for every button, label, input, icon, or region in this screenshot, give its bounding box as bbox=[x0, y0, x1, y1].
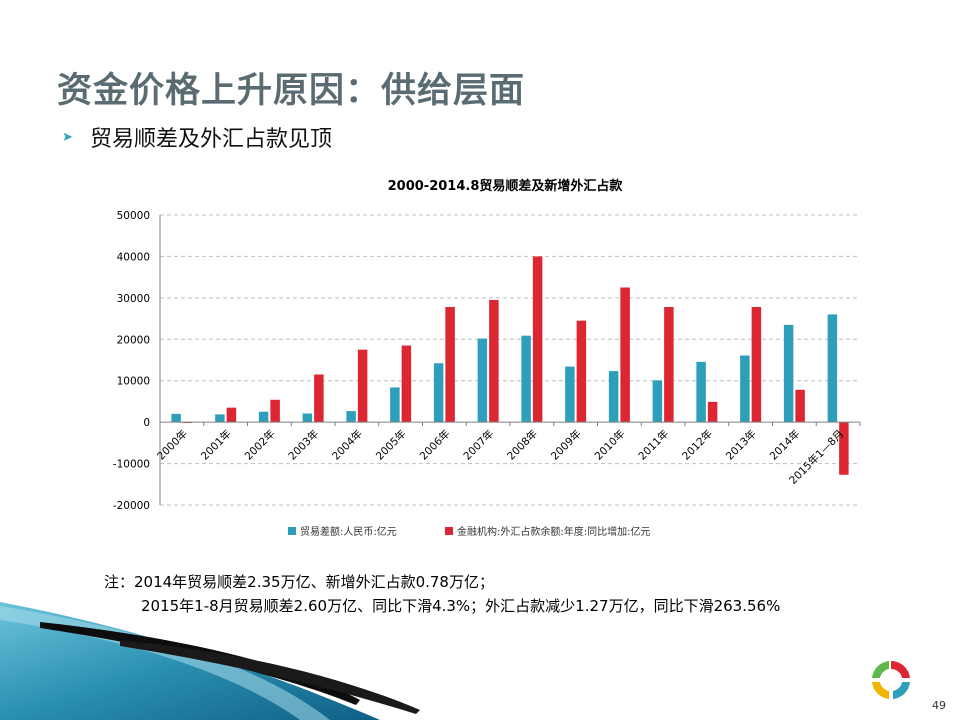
bar-trade-balance bbox=[390, 387, 400, 423]
y-tick-label: 10000 bbox=[117, 376, 150, 388]
legend-label-trade-balance: 贸易差额:人民币:亿元 bbox=[300, 525, 397, 538]
y-tick-label: -20000 bbox=[113, 500, 150, 512]
bar-fx-increase bbox=[751, 306, 762, 423]
bar-fx-increase bbox=[314, 374, 324, 423]
bar-trade-balance bbox=[171, 413, 181, 423]
x-tick-label: 2014年 bbox=[767, 427, 803, 463]
bullet-text: 贸易顺差及外汇占款见顶 bbox=[90, 127, 333, 152]
y-tick-label: -10000 bbox=[113, 459, 150, 471]
x-tick-label: 2013年 bbox=[723, 427, 759, 463]
footnote: 注：2014年贸易顺差2.35万亿、新增外汇占款0.78万亿； 2015年1-8… bbox=[104, 570, 780, 618]
y-tick-label: 40000 bbox=[117, 251, 150, 263]
chart-title: 2000-2014.8贸易顺差及新增外汇占款 bbox=[388, 178, 624, 194]
x-tick-label: 2005年 bbox=[373, 427, 409, 463]
y-tick-label: 50000 bbox=[117, 210, 150, 222]
bar-trade-balance bbox=[521, 335, 531, 423]
bar-fx-increase bbox=[270, 399, 280, 423]
slide-title: 资金价格上升原因：供给层面 bbox=[57, 71, 526, 111]
x-tick-label: 2010年 bbox=[592, 427, 628, 463]
bar-fx-increase bbox=[620, 287, 630, 423]
bar-trade-balance bbox=[565, 366, 575, 423]
bar-trade-balance bbox=[433, 363, 444, 423]
x-tick-label: 2003年 bbox=[286, 427, 322, 463]
bar-trade-balance bbox=[258, 411, 269, 423]
bar-trade-balance bbox=[696, 361, 706, 423]
bar-trade-balance bbox=[302, 413, 313, 423]
x-tick-label: 2011年 bbox=[636, 427, 672, 463]
legend-swatch-fx-increase bbox=[445, 527, 453, 535]
page-number: 49 bbox=[932, 699, 946, 712]
bar-fx-increase bbox=[489, 299, 499, 423]
bar-trade-balance bbox=[652, 380, 663, 423]
bar-fx-increase bbox=[795, 389, 805, 423]
x-tick-label: 2001年 bbox=[198, 427, 234, 463]
bar-fx-increase bbox=[664, 306, 674, 423]
bar-fx-increase bbox=[576, 320, 587, 423]
x-tick-label: 2007年 bbox=[461, 427, 497, 463]
decorative-swoosh bbox=[0, 602, 420, 720]
bullet-item: ➤ 贸易顺差及外汇占款见顶 bbox=[62, 122, 332, 152]
bullet-arrow-icon: ➤ bbox=[62, 129, 73, 145]
bar-trade-balance bbox=[608, 371, 619, 423]
bar-fx-increase bbox=[707, 401, 718, 423]
bar-fx-increase bbox=[445, 306, 455, 423]
y-tick-label: 20000 bbox=[117, 334, 150, 346]
footnote-line-2: 2015年1-8月贸易顺差2.60万亿、同比下滑4.3%；外汇占款减少1.27万… bbox=[141, 597, 781, 615]
bar-fx-increase bbox=[226, 407, 237, 423]
x-tick-label: 2008年 bbox=[504, 427, 540, 463]
bar-trade-balance bbox=[346, 411, 356, 423]
bar-trade-balance bbox=[827, 314, 838, 423]
x-tick-label: 2009年 bbox=[548, 427, 584, 463]
y-tick-label: 0 bbox=[143, 417, 150, 429]
bar-trade-balance bbox=[215, 414, 225, 423]
bar-trade-balance bbox=[740, 355, 750, 423]
bar-trade-balance bbox=[783, 324, 794, 423]
legend-swatch-trade-balance bbox=[288, 527, 296, 535]
x-tick-label: 2002年 bbox=[242, 427, 278, 463]
bar-fx-increase bbox=[532, 256, 543, 423]
y-tick-label: 30000 bbox=[117, 293, 150, 305]
x-tick-label: 2012年 bbox=[679, 427, 715, 463]
legend-label-fx-increase: 金融机构:外汇占款余额:年度:同比增加:亿元 bbox=[457, 525, 650, 538]
bar-fx-increase bbox=[839, 422, 849, 475]
bar-fx-increase bbox=[401, 345, 412, 423]
bar-trade-balance bbox=[477, 338, 488, 423]
bar-chart: 2000-2014.8贸易顺差及新增外汇占款 -20000 -10000 0 10000… bbox=[113, 178, 861, 538]
company-logo-icon bbox=[872, 660, 910, 699]
x-tick-label: 2004年 bbox=[329, 427, 365, 463]
x-tick-label: 2006年 bbox=[417, 427, 453, 463]
bar-fx-increase bbox=[357, 349, 368, 423]
footnote-line-1: 注：2014年贸易顺差2.35万亿、新增外汇占款0.78万亿； bbox=[104, 573, 494, 591]
